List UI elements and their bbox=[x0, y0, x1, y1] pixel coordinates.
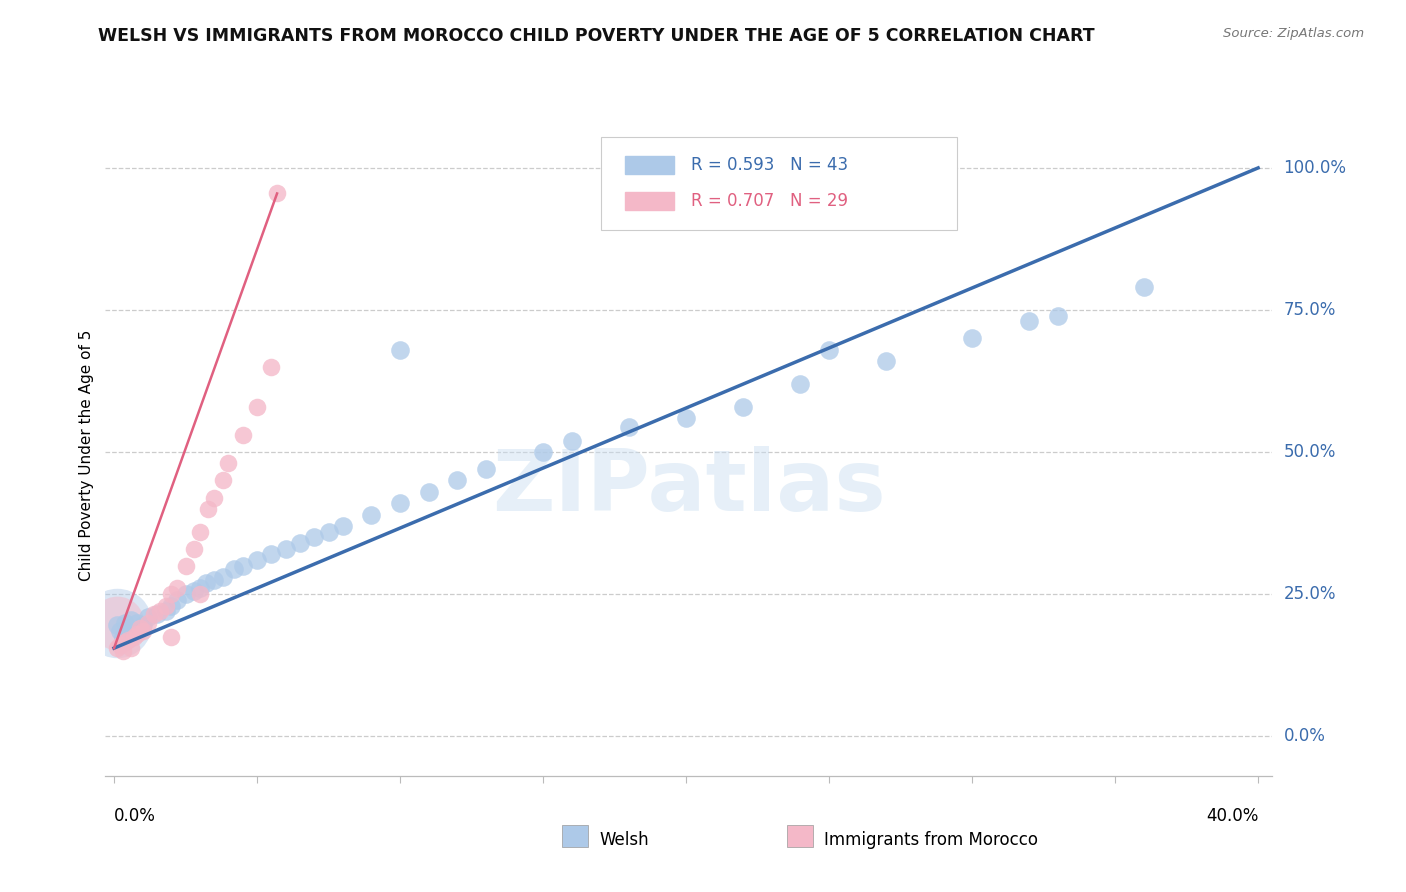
Text: R = 0.707   N = 29: R = 0.707 N = 29 bbox=[692, 193, 848, 211]
Point bbox=[960, 331, 983, 345]
Point bbox=[188, 587, 211, 601]
Text: R = 0.593   N = 43: R = 0.593 N = 43 bbox=[692, 155, 848, 174]
Text: 0.0%: 0.0% bbox=[114, 806, 156, 824]
Y-axis label: Child Poverty Under the Age of 5: Child Poverty Under the Age of 5 bbox=[79, 329, 94, 581]
Point bbox=[131, 618, 153, 632]
Point bbox=[217, 457, 239, 471]
Point bbox=[105, 615, 128, 630]
Text: Welsh: Welsh bbox=[599, 831, 648, 849]
Text: 75.0%: 75.0% bbox=[1284, 301, 1336, 319]
Point bbox=[111, 630, 134, 644]
Point bbox=[160, 587, 183, 601]
Point bbox=[246, 553, 269, 567]
Point bbox=[202, 573, 225, 587]
Point bbox=[360, 508, 382, 522]
Point bbox=[166, 582, 188, 596]
Point bbox=[194, 575, 217, 590]
Point bbox=[246, 400, 269, 414]
FancyBboxPatch shape bbox=[602, 137, 957, 230]
Point bbox=[531, 445, 554, 459]
Point bbox=[114, 635, 136, 649]
Point bbox=[160, 599, 183, 613]
Text: 40.0%: 40.0% bbox=[1206, 806, 1258, 824]
Point bbox=[211, 474, 233, 488]
Point bbox=[1132, 280, 1154, 294]
Point bbox=[1018, 314, 1040, 328]
Point bbox=[146, 607, 169, 621]
Text: Source: ZipAtlas.com: Source: ZipAtlas.com bbox=[1223, 27, 1364, 40]
Point bbox=[232, 558, 254, 573]
Point bbox=[108, 624, 131, 639]
Point bbox=[197, 502, 219, 516]
Point bbox=[117, 621, 139, 635]
Point bbox=[183, 541, 205, 556]
Point bbox=[122, 630, 145, 644]
Point bbox=[183, 584, 205, 599]
Point bbox=[108, 638, 131, 652]
Point bbox=[128, 621, 150, 635]
Text: 50.0%: 50.0% bbox=[1284, 443, 1336, 461]
Point bbox=[174, 587, 197, 601]
Point bbox=[143, 607, 166, 621]
Point bbox=[202, 491, 225, 505]
Text: ZIPatlas: ZIPatlas bbox=[492, 445, 886, 529]
Point bbox=[166, 592, 188, 607]
Point bbox=[789, 376, 811, 391]
Point bbox=[188, 524, 211, 539]
Point bbox=[138, 615, 160, 630]
Point bbox=[446, 474, 468, 488]
Point bbox=[224, 561, 246, 575]
Point bbox=[138, 610, 160, 624]
Point bbox=[155, 599, 177, 613]
Point bbox=[111, 644, 134, 658]
Text: 0.0%: 0.0% bbox=[1284, 727, 1326, 745]
Point bbox=[260, 548, 283, 562]
Point bbox=[733, 400, 755, 414]
Point bbox=[475, 462, 498, 476]
Point bbox=[131, 624, 153, 639]
FancyBboxPatch shape bbox=[624, 155, 673, 174]
Point bbox=[318, 524, 340, 539]
Point bbox=[561, 434, 583, 448]
Point bbox=[105, 618, 128, 632]
Point bbox=[266, 186, 288, 201]
Point bbox=[1046, 309, 1069, 323]
Point bbox=[211, 570, 233, 584]
Point bbox=[120, 613, 142, 627]
Point bbox=[304, 530, 326, 544]
Point bbox=[125, 615, 148, 630]
Point bbox=[332, 519, 354, 533]
Point bbox=[818, 343, 841, 357]
Point bbox=[389, 343, 412, 357]
Point bbox=[617, 419, 640, 434]
Point bbox=[675, 411, 697, 425]
Point bbox=[105, 641, 128, 656]
Point bbox=[125, 627, 148, 641]
Text: 25.0%: 25.0% bbox=[1284, 585, 1336, 603]
Point bbox=[232, 428, 254, 442]
Text: Immigrants from Morocco: Immigrants from Morocco bbox=[824, 831, 1038, 849]
Text: WELSH VS IMMIGRANTS FROM MOROCCO CHILD POVERTY UNDER THE AGE OF 5 CORRELATION CH: WELSH VS IMMIGRANTS FROM MOROCCO CHILD P… bbox=[98, 27, 1095, 45]
Point bbox=[174, 558, 197, 573]
Point bbox=[875, 354, 897, 368]
Point bbox=[288, 536, 311, 550]
Point bbox=[114, 615, 136, 630]
Text: 100.0%: 100.0% bbox=[1284, 159, 1347, 177]
Point bbox=[105, 615, 128, 630]
Point bbox=[274, 541, 297, 556]
Point bbox=[120, 641, 142, 656]
Point bbox=[260, 359, 283, 374]
FancyBboxPatch shape bbox=[624, 193, 673, 211]
Point bbox=[149, 604, 172, 618]
Point bbox=[117, 632, 139, 647]
Point bbox=[418, 484, 440, 499]
Point bbox=[188, 582, 211, 596]
Point bbox=[155, 604, 177, 618]
Point bbox=[389, 496, 412, 510]
Point bbox=[160, 630, 183, 644]
